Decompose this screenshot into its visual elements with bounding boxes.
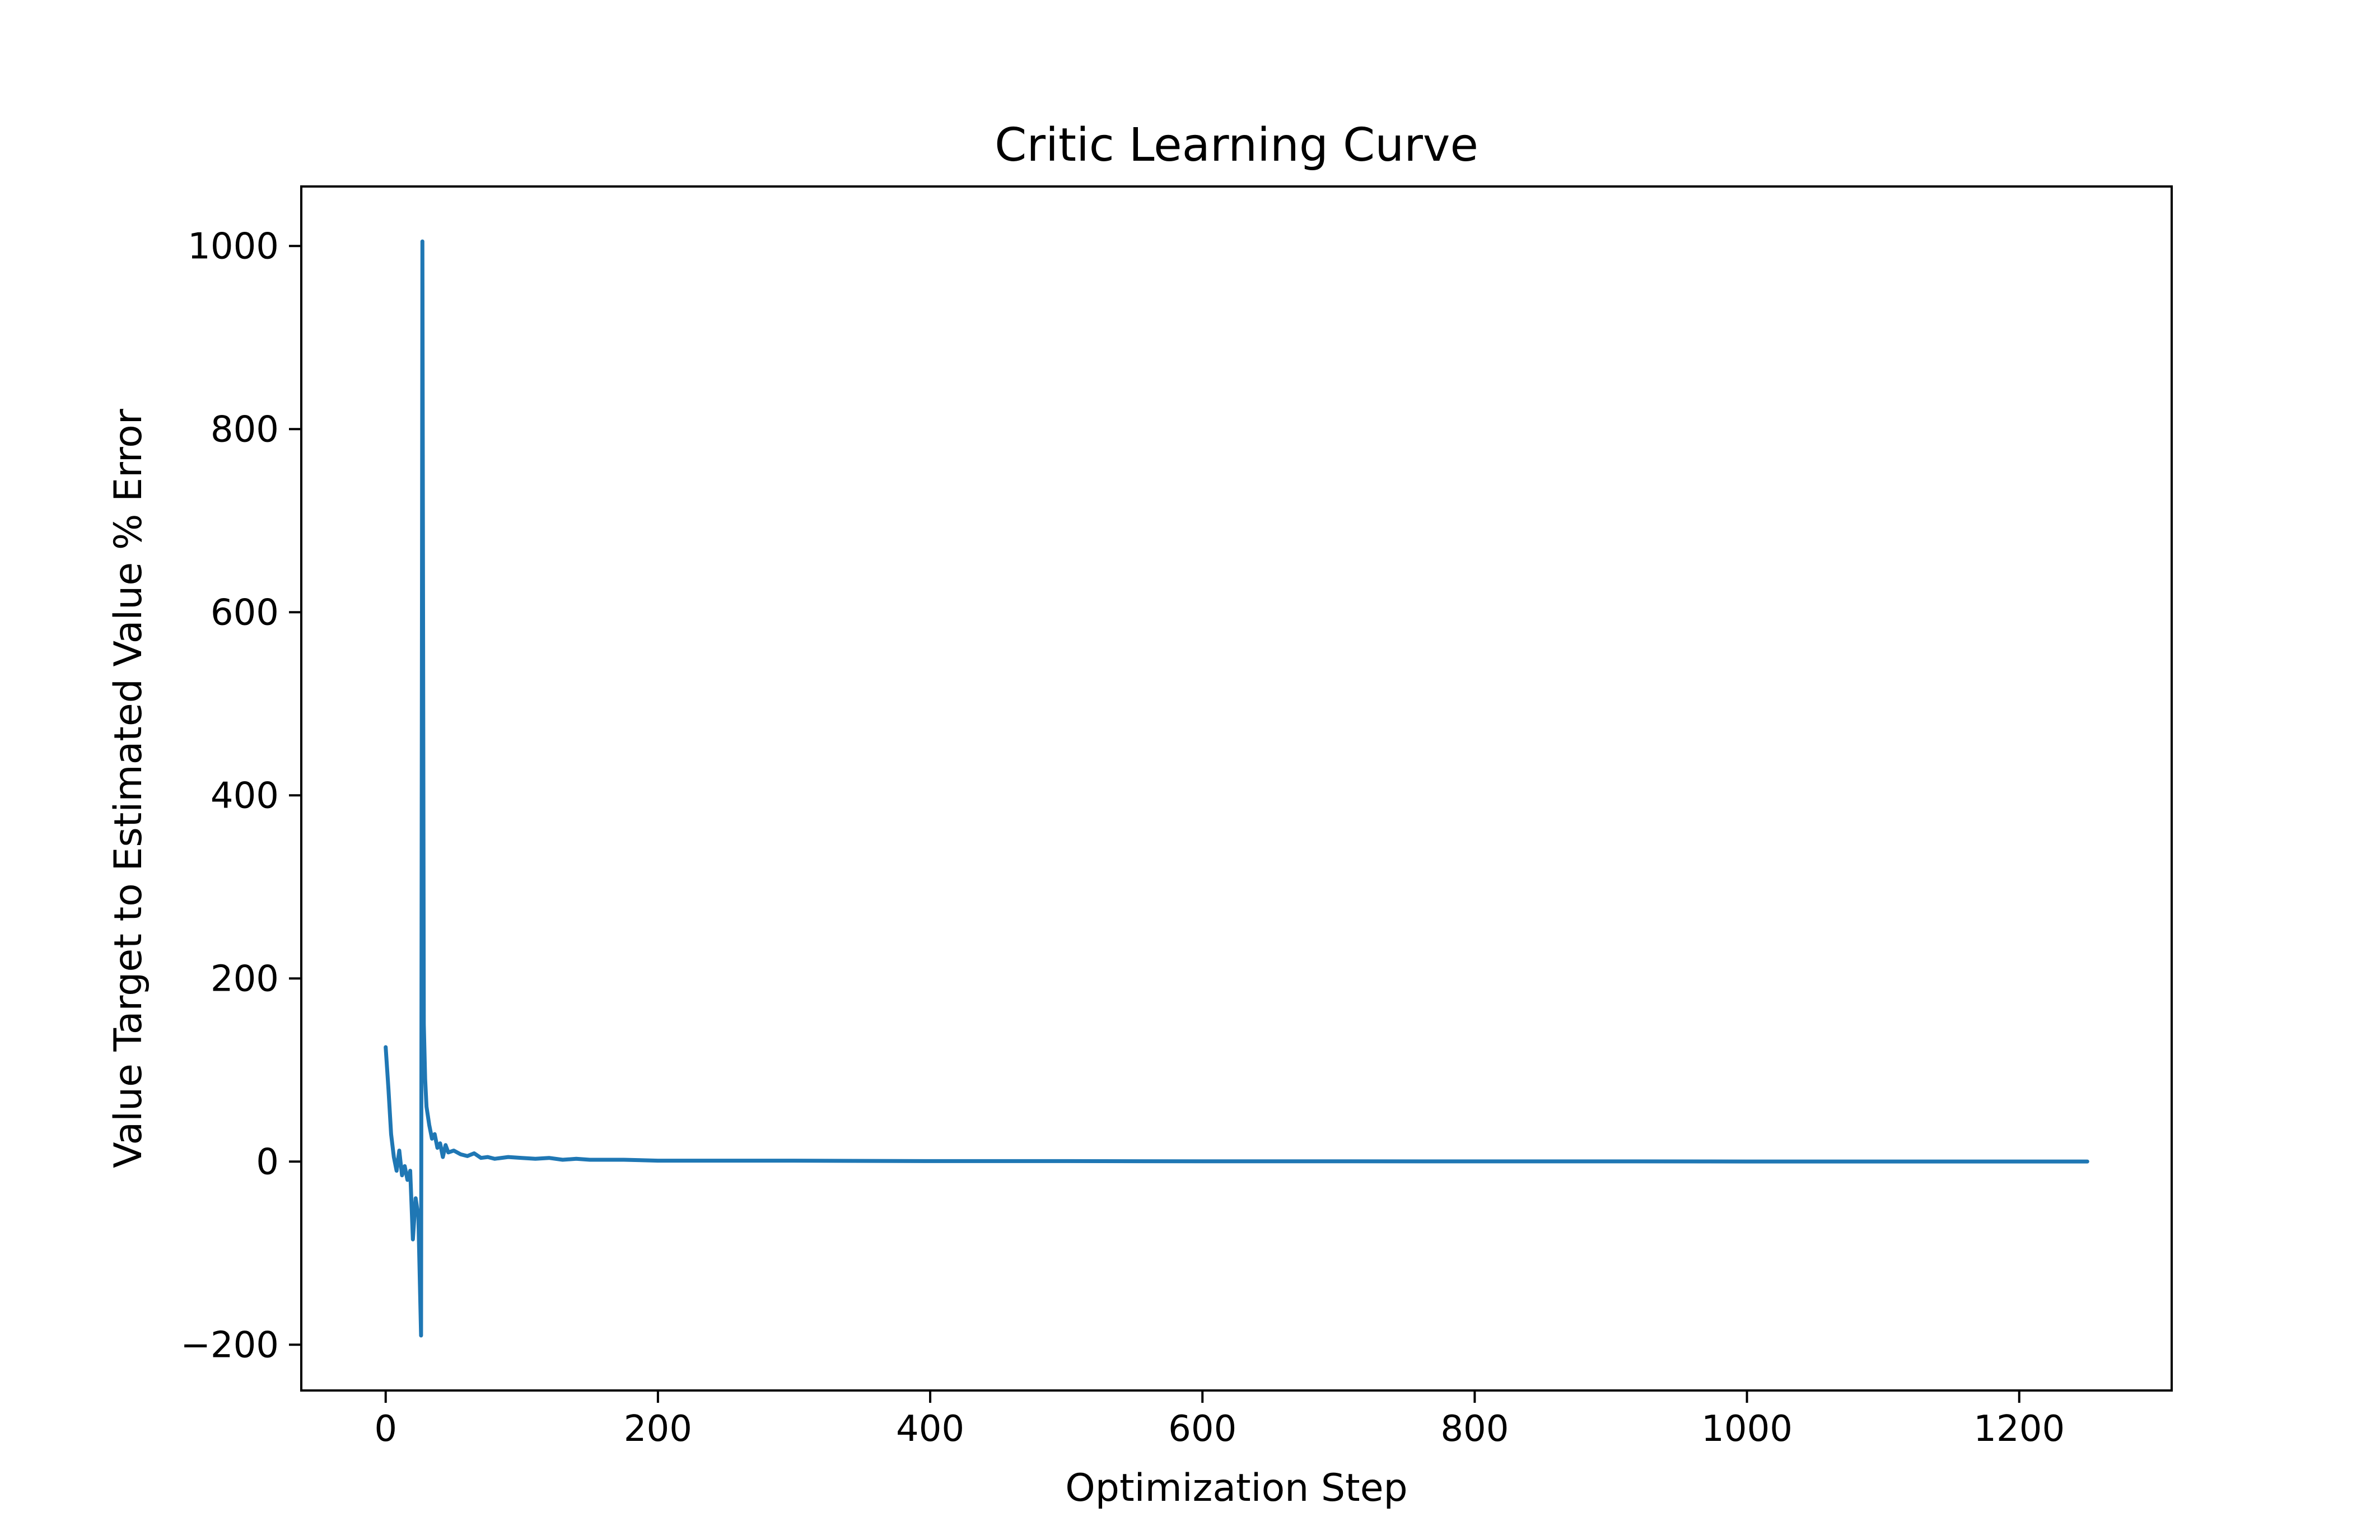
x-tick-label: 600 [1168, 1408, 1236, 1450]
y-tick-label: 400 [211, 775, 279, 816]
y-tick-label: 600 [211, 592, 279, 633]
x-tick-label: 200 [624, 1408, 692, 1450]
data-point [424, 1079, 426, 1080]
x-tick-label: 1000 [1701, 1408, 1793, 1450]
data-point [657, 1160, 659, 1161]
data-point [388, 1088, 389, 1089]
chart-title: Critic Learning Curve [995, 119, 1478, 172]
data-point [460, 1154, 461, 1155]
x-tick-label: 1200 [1973, 1408, 2065, 1450]
y-axis-label: Value Target to Estimated Value % Error [106, 409, 151, 1168]
data-point [399, 1150, 400, 1151]
x-axis-label: Optimization Step [1065, 1466, 1407, 1510]
y-tick-label: 0 [256, 1141, 279, 1183]
y-tick-label: 800 [211, 409, 279, 450]
plot-area [384, 239, 2089, 1338]
y-tick-label: 200 [211, 958, 279, 1000]
data-point [423, 1024, 424, 1025]
data-point [429, 1124, 430, 1126]
data-point [418, 1216, 419, 1217]
data-point [422, 241, 423, 242]
series-line [384, 239, 2089, 1338]
y-tick-label: 1000 [188, 226, 279, 267]
x-tick-label: 400 [896, 1408, 964, 1450]
axes-frame [300, 185, 2173, 1392]
data-point [2087, 1161, 2088, 1162]
data-point [437, 1147, 438, 1149]
data-point [396, 1170, 397, 1172]
data-point [442, 1156, 444, 1158]
y-tick-label: −200 [180, 1324, 279, 1366]
x-tick-label: 800 [1440, 1408, 1509, 1450]
axis-ticks: 0 200 400 600 800 1000 1200 −200 0 200 400 600 800 10… [180, 226, 2065, 1450]
data-point [794, 1160, 795, 1161]
x-tick-label: 0 [374, 1408, 397, 1450]
